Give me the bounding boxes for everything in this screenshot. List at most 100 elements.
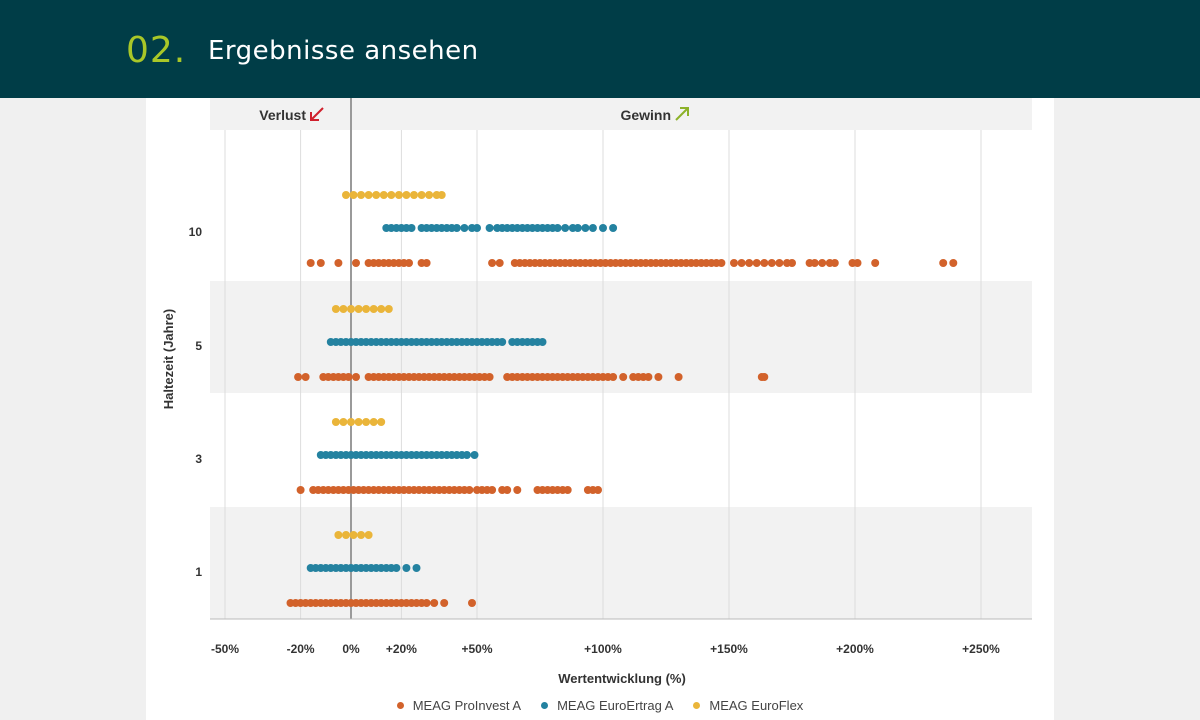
data-point[interactable] xyxy=(644,373,653,381)
data-point[interactable] xyxy=(384,305,393,313)
data-point[interactable] xyxy=(369,418,378,426)
data-point[interactable] xyxy=(352,373,360,381)
data-point[interactable] xyxy=(871,259,880,267)
data-point[interactable] xyxy=(488,259,497,267)
data-point[interactable] xyxy=(460,224,469,232)
data-point[interactable] xyxy=(513,486,522,494)
data-point[interactable] xyxy=(347,418,355,426)
data-point[interactable] xyxy=(818,259,827,267)
data-point[interactable] xyxy=(394,191,403,199)
data-point[interactable] xyxy=(488,486,497,494)
data-point[interactable] xyxy=(609,373,618,381)
data-point[interactable] xyxy=(306,259,315,267)
data-point[interactable] xyxy=(349,191,358,199)
data-point[interactable] xyxy=(440,599,449,607)
data-point[interactable] xyxy=(402,564,411,572)
data-point[interactable] xyxy=(730,259,738,267)
data-point[interactable] xyxy=(369,305,378,313)
data-point[interactable] xyxy=(331,305,340,313)
legend-item-euroflex[interactable]: MEAG EuroFlex xyxy=(693,698,803,713)
data-point[interactable] xyxy=(473,224,481,232)
data-point[interactable] xyxy=(387,191,396,199)
legend-item-euroertrag[interactable]: MEAG EuroErtrag A xyxy=(541,698,673,713)
data-point[interactable] xyxy=(410,191,418,199)
data-point[interactable] xyxy=(402,191,411,199)
data-point[interactable] xyxy=(357,531,366,539)
data-point[interactable] xyxy=(349,531,358,539)
data-point[interactable] xyxy=(752,259,761,267)
data-point[interactable] xyxy=(468,599,476,607)
data-point[interactable] xyxy=(503,486,512,494)
data-point[interactable] xyxy=(830,259,839,267)
data-point[interactable] xyxy=(362,305,371,313)
data-point[interactable] xyxy=(470,451,479,459)
data-point[interactable] xyxy=(331,418,340,426)
data-point[interactable] xyxy=(437,191,446,199)
legend-item-proinvest[interactable]: MEAG ProInvest A xyxy=(396,698,521,713)
data-point[interactable] xyxy=(354,418,363,426)
data-point[interactable] xyxy=(810,259,819,267)
data-point[interactable] xyxy=(775,259,784,267)
data-point[interactable] xyxy=(417,191,426,199)
data-point[interactable] xyxy=(354,305,363,313)
data-point[interactable] xyxy=(619,373,628,381)
data-point[interactable] xyxy=(588,224,597,232)
data-point[interactable] xyxy=(654,373,663,381)
data-point[interactable] xyxy=(674,373,683,381)
data-point[interactable] xyxy=(594,486,602,494)
data-point[interactable] xyxy=(392,564,401,572)
data-point[interactable] xyxy=(717,259,726,267)
data-point[interactable] xyxy=(788,259,796,267)
data-point[interactable] xyxy=(377,418,386,426)
data-point[interactable] xyxy=(485,373,494,381)
data-point[interactable] xyxy=(342,531,350,539)
data-point[interactable] xyxy=(352,259,360,267)
data-point[interactable] xyxy=(462,451,471,459)
data-point[interactable] xyxy=(949,259,958,267)
data-point[interactable] xyxy=(485,224,494,232)
data-point[interactable] xyxy=(422,599,431,607)
data-point[interactable] xyxy=(581,224,590,232)
data-point[interactable] xyxy=(339,305,348,313)
data-point[interactable] xyxy=(573,224,582,232)
data-point[interactable] xyxy=(377,305,386,313)
data-point[interactable] xyxy=(760,373,769,381)
data-point[interactable] xyxy=(294,373,303,381)
data-point[interactable] xyxy=(422,259,431,267)
data-point[interactable] xyxy=(334,531,343,539)
data-point[interactable] xyxy=(316,259,325,267)
data-point[interactable] xyxy=(498,338,507,346)
data-point[interactable] xyxy=(553,224,562,232)
data-point[interactable] xyxy=(737,259,746,267)
data-point[interactable] xyxy=(334,259,343,267)
data-point[interactable] xyxy=(853,259,862,267)
data-point[interactable] xyxy=(538,338,547,346)
data-point[interactable] xyxy=(301,373,310,381)
data-point[interactable] xyxy=(430,599,439,607)
data-point[interactable] xyxy=(609,224,618,232)
data-point[interactable] xyxy=(357,191,366,199)
data-point[interactable] xyxy=(465,486,474,494)
data-point[interactable] xyxy=(939,259,948,267)
data-point[interactable] xyxy=(599,224,607,232)
data-point[interactable] xyxy=(362,418,371,426)
data-point[interactable] xyxy=(364,531,373,539)
data-point[interactable] xyxy=(425,191,434,199)
data-point[interactable] xyxy=(372,191,381,199)
data-point[interactable] xyxy=(379,191,388,199)
data-point[interactable] xyxy=(412,564,421,572)
data-point[interactable] xyxy=(407,224,416,232)
data-point[interactable] xyxy=(561,224,570,232)
data-point[interactable] xyxy=(760,259,769,267)
data-point[interactable] xyxy=(495,259,504,267)
data-point[interactable] xyxy=(342,191,350,199)
data-point[interactable] xyxy=(405,259,413,267)
data-point[interactable] xyxy=(347,305,355,313)
data-point[interactable] xyxy=(344,373,353,381)
data-point[interactable] xyxy=(745,259,754,267)
data-point[interactable] xyxy=(296,486,305,494)
data-point[interactable] xyxy=(364,191,373,199)
data-point[interactable] xyxy=(767,259,776,267)
data-point[interactable] xyxy=(452,224,461,232)
data-point[interactable] xyxy=(563,486,572,494)
